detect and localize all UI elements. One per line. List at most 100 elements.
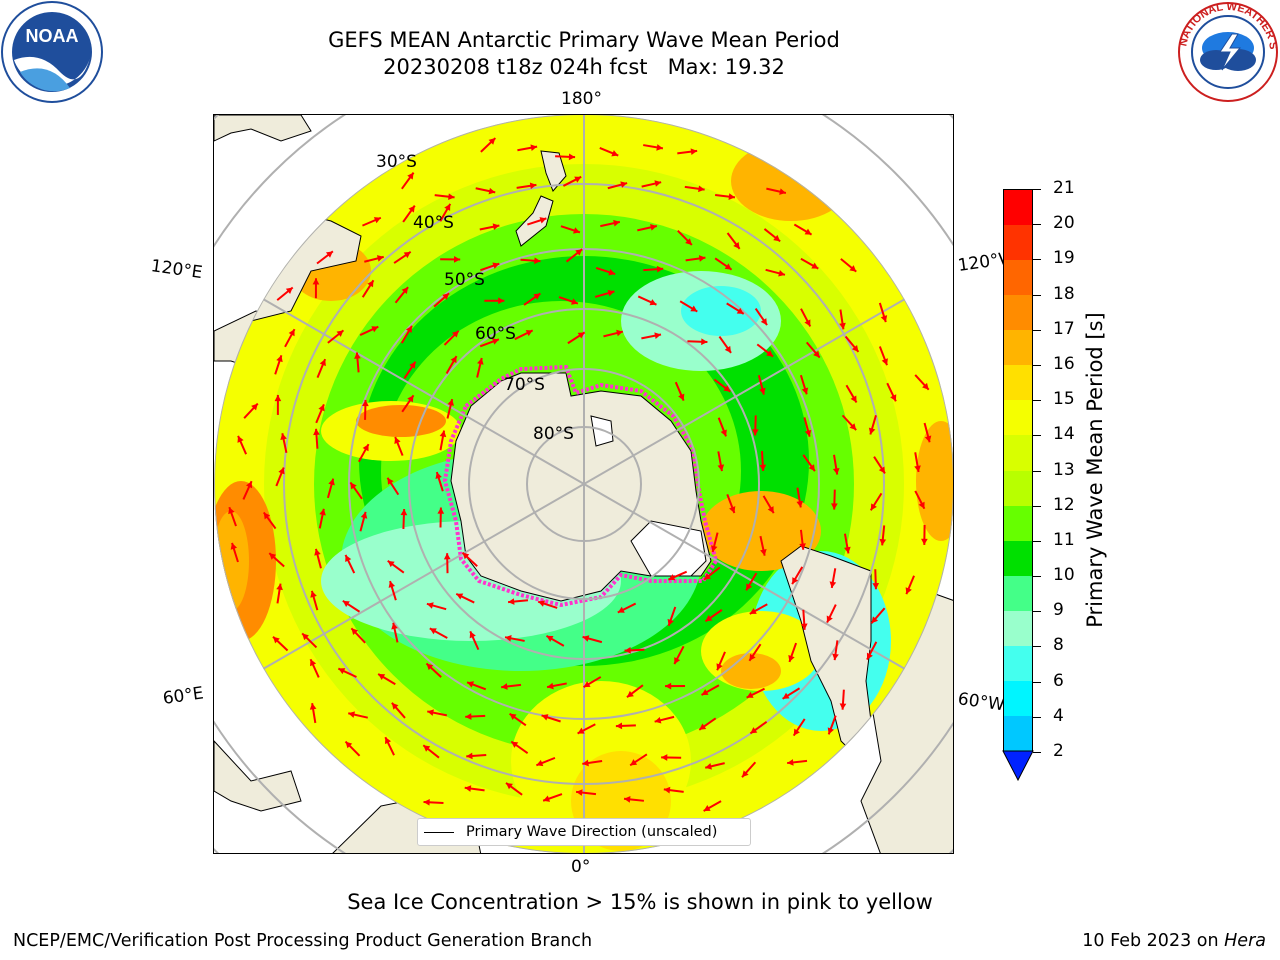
wave-arrow-head bbox=[724, 263, 732, 270]
colorbar-tick-label: 21 bbox=[1053, 178, 1075, 198]
lat-label-30s: 30°S bbox=[376, 152, 417, 172]
colorbar-segment bbox=[1004, 435, 1032, 471]
wave-arrow-head bbox=[498, 297, 505, 305]
wave-arrow-head bbox=[746, 691, 754, 698]
wave-arrow-head bbox=[451, 330, 459, 338]
chart-subtitle: 20230208 t18z 024h fcst Max: 19.32 bbox=[383, 55, 785, 79]
wave-arrow-head bbox=[407, 395, 414, 403]
wave-arrow-head bbox=[534, 257, 541, 265]
colorbar-tick-mark bbox=[1033, 224, 1041, 226]
wave-arrow-head bbox=[541, 714, 549, 721]
footer-right: 10 Feb 2023 on Hera bbox=[1082, 931, 1266, 951]
wave-arrow-head bbox=[543, 795, 551, 802]
colorbar-segment bbox=[1004, 540, 1032, 576]
colorbar bbox=[1003, 189, 1033, 752]
wave-arrow-head bbox=[759, 464, 767, 471]
colorbar-tick-label: 13 bbox=[1053, 459, 1075, 480]
wave-arrow-head bbox=[742, 770, 749, 778]
wave-arrow-head bbox=[577, 727, 585, 734]
wave-arrow-head bbox=[880, 315, 888, 323]
wave-arrow-head bbox=[881, 358, 888, 366]
colorbar-tick-mark bbox=[1033, 259, 1041, 261]
wave-arrow-head bbox=[766, 350, 774, 357]
colorbar-tick-mark bbox=[1033, 189, 1041, 190]
wave-arrow-head bbox=[667, 618, 674, 626]
colorbar-segment bbox=[1004, 330, 1032, 366]
wave-arrow-head bbox=[616, 329, 623, 337]
wave-arrow-head bbox=[801, 387, 809, 395]
wave-arrow-head bbox=[536, 759, 544, 767]
wave-arrow-head bbox=[403, 251, 411, 259]
footer-left: NCEP/EMC/Verification Post Processing Pr… bbox=[13, 931, 593, 951]
wave-arrow-head bbox=[409, 361, 416, 369]
polar-map bbox=[214, 115, 953, 853]
wave-arrow-head bbox=[728, 193, 735, 200]
wave-arrow-head bbox=[685, 238, 692, 245]
wave-arrow-head bbox=[630, 759, 638, 766]
wave-arrow-head bbox=[228, 507, 235, 515]
colorbar-tick-mark bbox=[1033, 400, 1041, 402]
wave-arrow-head bbox=[804, 319, 811, 327]
colorbar-segment bbox=[1004, 645, 1032, 681]
wave-direction-arrows bbox=[228, 137, 932, 842]
wave-arrow-head bbox=[447, 399, 454, 406]
wave-arrow-head bbox=[849, 265, 857, 272]
wave-arrow-head bbox=[546, 635, 554, 642]
colorbar-tick-mark bbox=[1033, 752, 1041, 753]
colorbar-segment bbox=[1004, 260, 1032, 296]
wave-arrow-head bbox=[504, 635, 512, 642]
wave-arrow-head bbox=[492, 262, 500, 269]
chart-title: GEFS MEAN Antarctic Primary Wave Mean Pe… bbox=[328, 28, 840, 52]
colorbar-tick-label: 12 bbox=[1053, 494, 1075, 515]
wave-arrow-head bbox=[492, 338, 499, 345]
wave-arrow-head bbox=[656, 144, 663, 151]
wave-arrow-head bbox=[538, 600, 546, 607]
colorbar-tick-mark bbox=[1033, 681, 1041, 683]
colorbar-tick-label: 15 bbox=[1053, 389, 1075, 410]
wave-arrow-head bbox=[328, 478, 335, 486]
wave-arrow-head bbox=[654, 332, 662, 340]
wave-arrow-head bbox=[477, 358, 484, 365]
wave-arrow-head bbox=[866, 652, 873, 660]
wave-arrow-head bbox=[779, 188, 786, 195]
lon-label-lower-right: 60°W bbox=[956, 689, 1006, 716]
wave-arrow-head bbox=[348, 711, 356, 718]
colorbar-tick-label: 9 bbox=[1053, 600, 1064, 621]
map-frame: Primary Wave Direction (unscaled) bbox=[213, 114, 954, 854]
sea-ice-note: Sea Ice Concentration > 15% is shown in … bbox=[347, 890, 933, 914]
wave-arrow-head bbox=[813, 350, 820, 358]
wave-arrow-head bbox=[426, 602, 434, 609]
wave-arrow-head bbox=[804, 429, 812, 437]
wave-arrow-head bbox=[464, 785, 472, 792]
wave-arrow-head bbox=[509, 713, 517, 720]
colorbar-tick-mark bbox=[1033, 576, 1041, 578]
wave-arrow-head bbox=[310, 659, 317, 667]
lat-label-80s: 80°S bbox=[533, 424, 574, 444]
colorbar-tick-mark bbox=[1033, 435, 1041, 437]
colorbar-tick-label: 4 bbox=[1053, 705, 1064, 726]
wave-arrow-head bbox=[408, 205, 415, 213]
wave-arrow-head bbox=[488, 138, 496, 145]
colorbar-tick-label: 19 bbox=[1053, 248, 1075, 269]
wave-arrow-head bbox=[547, 682, 554, 690]
colorbar-tick-mark bbox=[1033, 716, 1041, 718]
colorbar-tick-label: 16 bbox=[1053, 353, 1075, 374]
wave-arrow-head bbox=[701, 689, 709, 696]
wave-arrow-head bbox=[717, 464, 725, 472]
wave-arrow-head bbox=[624, 646, 631, 654]
map-legend: Primary Wave Direction (unscaled) bbox=[417, 818, 751, 846]
wave-arrow-head bbox=[388, 581, 396, 588]
lon-label-bottom: 0° bbox=[571, 857, 591, 877]
wave-arrow-head bbox=[773, 234, 781, 242]
wave-arrow-head bbox=[905, 587, 912, 595]
new-zealand bbox=[515, 150, 567, 247]
wave-arrow-head bbox=[511, 741, 519, 748]
wave-arrow-head bbox=[787, 759, 794, 766]
wave-arrow-head bbox=[568, 153, 576, 161]
wave-arrow-head bbox=[663, 786, 671, 794]
wave-arrow-head bbox=[613, 219, 620, 227]
wave-arrow-head bbox=[391, 702, 399, 710]
wave-arrow-head bbox=[793, 728, 800, 736]
lat-label-70s: 70°S bbox=[504, 375, 545, 395]
wave-arrow-head bbox=[870, 503, 877, 511]
